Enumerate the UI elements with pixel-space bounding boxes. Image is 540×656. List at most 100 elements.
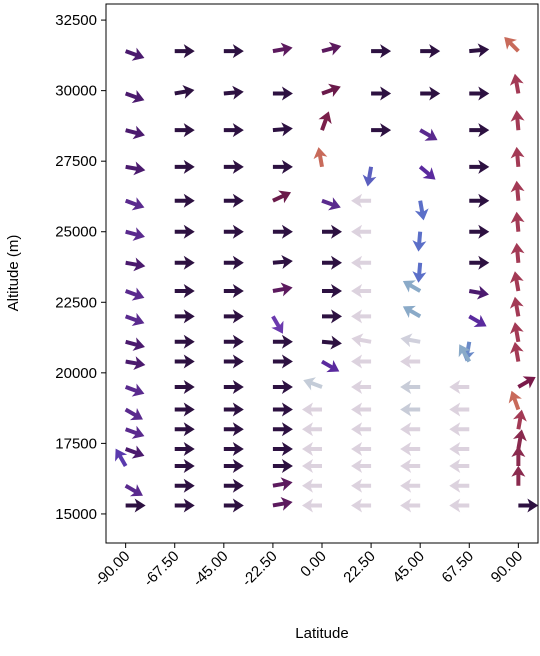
arrow bbox=[509, 271, 524, 292]
arrow bbox=[449, 379, 470, 394]
arrow bbox=[509, 73, 524, 94]
arrow bbox=[174, 309, 195, 324]
arrow bbox=[272, 402, 293, 417]
arrow bbox=[313, 147, 328, 168]
arrow bbox=[272, 224, 293, 239]
arrow bbox=[400, 458, 421, 473]
arrow bbox=[174, 44, 195, 59]
arrow bbox=[400, 333, 421, 348]
arrow bbox=[510, 110, 525, 131]
arrow bbox=[223, 309, 244, 324]
arrow bbox=[272, 354, 293, 369]
arrow bbox=[272, 255, 293, 269]
arrow bbox=[321, 335, 342, 350]
arrow bbox=[420, 44, 441, 59]
arrow bbox=[124, 483, 143, 497]
arrow bbox=[351, 379, 372, 394]
arrow bbox=[449, 422, 470, 437]
arrow bbox=[508, 390, 522, 411]
arrow bbox=[223, 334, 244, 349]
arrow bbox=[322, 224, 342, 239]
arrow bbox=[321, 83, 341, 97]
arrow bbox=[303, 377, 323, 391]
arrow bbox=[362, 166, 377, 187]
arrow bbox=[223, 224, 244, 239]
arrow bbox=[469, 193, 490, 208]
arrow bbox=[351, 283, 372, 298]
arrow bbox=[223, 478, 244, 493]
arrow bbox=[174, 123, 195, 138]
arrow bbox=[517, 376, 536, 389]
arrow bbox=[420, 86, 441, 101]
arrow bbox=[272, 477, 293, 492]
arrow bbox=[223, 458, 244, 473]
arrow bbox=[509, 296, 524, 317]
arrow bbox=[351, 478, 372, 493]
arrow bbox=[509, 341, 524, 362]
arrow bbox=[469, 43, 490, 58]
arrow bbox=[174, 422, 195, 437]
arrow bbox=[371, 123, 392, 138]
arrow bbox=[223, 283, 244, 298]
arrow bbox=[351, 402, 372, 417]
arrow bbox=[469, 86, 490, 101]
arrow bbox=[125, 161, 146, 176]
arrow bbox=[510, 146, 525, 168]
arrow bbox=[223, 193, 244, 208]
x-tick-label: 67.50 bbox=[439, 548, 478, 587]
arrow bbox=[125, 125, 145, 140]
arrow bbox=[223, 123, 244, 138]
y-tick-label: 30000 bbox=[55, 83, 97, 100]
arrow bbox=[174, 498, 195, 513]
arrow bbox=[351, 354, 372, 369]
arrow bbox=[115, 448, 128, 467]
arrow bbox=[272, 379, 293, 394]
arrow bbox=[302, 402, 322, 417]
arrow bbox=[504, 36, 520, 53]
x-axis-label: Latitude bbox=[295, 625, 348, 642]
arrow bbox=[449, 402, 470, 417]
arrow bbox=[449, 478, 470, 493]
arrow bbox=[321, 42, 342, 56]
arrow bbox=[351, 498, 372, 513]
arrow bbox=[223, 422, 244, 437]
arrow bbox=[174, 442, 195, 457]
arrow bbox=[468, 285, 489, 300]
arrow bbox=[125, 498, 146, 513]
arrow bbox=[223, 379, 244, 394]
arrow bbox=[321, 197, 341, 211]
arrow bbox=[351, 255, 372, 270]
arrow bbox=[174, 255, 195, 270]
arrow bbox=[272, 458, 293, 473]
arrow bbox=[371, 44, 392, 59]
arrow bbox=[174, 458, 195, 473]
x-tick-label: -90.00 bbox=[91, 548, 133, 590]
arrow bbox=[124, 407, 143, 421]
arrow bbox=[400, 354, 421, 369]
arrow bbox=[400, 478, 421, 493]
arrow bbox=[124, 47, 145, 61]
arrow bbox=[124, 383, 145, 397]
arrow bbox=[174, 379, 195, 394]
arrow bbox=[174, 85, 195, 99]
arrow bbox=[302, 478, 322, 493]
arrow bbox=[322, 255, 342, 270]
arrow bbox=[414, 200, 429, 221]
arrow bbox=[469, 159, 490, 174]
arrow bbox=[418, 165, 436, 180]
x-tick-label: -45.00 bbox=[190, 548, 232, 590]
arrow bbox=[400, 442, 421, 457]
arrow bbox=[124, 445, 145, 459]
arrow bbox=[400, 422, 421, 437]
arrow bbox=[223, 354, 244, 369]
arrow bbox=[351, 458, 372, 473]
y-tick-label: 15000 bbox=[55, 506, 97, 523]
arrow bbox=[351, 193, 372, 208]
arrow bbox=[469, 123, 490, 138]
arrow bbox=[272, 159, 293, 174]
arrow bbox=[510, 211, 525, 232]
arrow bbox=[271, 315, 284, 334]
arrow bbox=[272, 122, 293, 137]
arrow bbox=[400, 379, 421, 394]
arrow bbox=[174, 159, 195, 174]
